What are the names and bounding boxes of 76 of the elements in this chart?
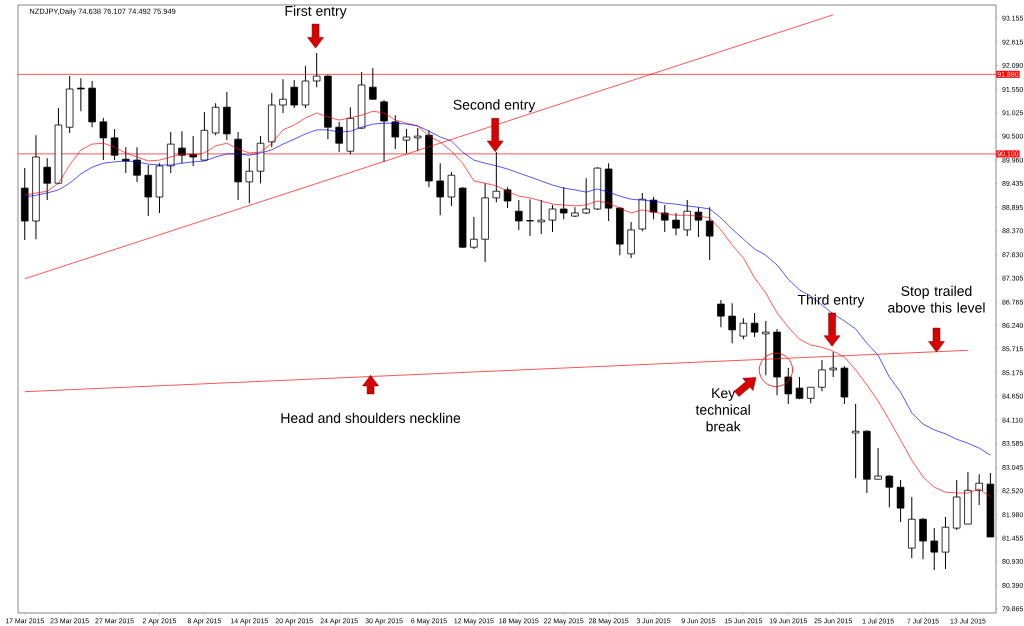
candlestick <box>840 365 849 405</box>
candlestick <box>503 186 512 209</box>
candlestick <box>346 106 355 155</box>
candlestick <box>582 177 590 214</box>
annotation: Second entry <box>453 99 536 113</box>
candlestick <box>492 151 501 203</box>
candlestick <box>20 167 29 241</box>
candlestick <box>818 359 826 392</box>
candlestick <box>335 121 343 153</box>
candlestick <box>885 475 894 508</box>
candlestick <box>851 403 860 479</box>
candlestick <box>829 351 837 378</box>
candlestick <box>627 221 635 259</box>
candlestick <box>65 75 74 134</box>
candlestick <box>234 131 242 201</box>
candlestick <box>548 204 557 233</box>
candlestick <box>593 167 602 210</box>
candlestick <box>537 199 546 235</box>
annotation: Stop trailed above this level <box>888 285 985 313</box>
candlestick <box>357 71 366 129</box>
candlestick <box>604 162 613 222</box>
candlestick <box>312 52 321 88</box>
candlestick <box>279 78 287 114</box>
candlestick <box>874 447 882 480</box>
candlestick <box>77 77 85 112</box>
candlestick <box>413 127 422 152</box>
annotation: Key technical break <box>695 388 750 432</box>
candlestick <box>470 216 478 250</box>
candlestick <box>301 65 310 109</box>
candlestick <box>223 91 231 141</box>
candlestick <box>784 367 793 405</box>
candlestick <box>290 79 298 109</box>
candlestick <box>402 128 411 154</box>
candlestick <box>930 527 939 571</box>
candlestick <box>638 192 647 232</box>
candlestick <box>380 99 388 163</box>
candlestick <box>144 164 153 217</box>
candlestick <box>863 430 871 494</box>
candlestick <box>919 518 927 560</box>
candlestick <box>964 471 972 525</box>
candlestick <box>526 198 534 237</box>
candlestick <box>672 212 680 236</box>
candlestick <box>795 376 804 399</box>
candlestick <box>762 320 770 376</box>
annotation: First entry <box>285 5 347 19</box>
candlestick <box>941 516 950 570</box>
candlestick <box>986 472 995 538</box>
candlestick <box>133 146 141 183</box>
candlestick <box>717 299 725 328</box>
candlestick <box>458 187 467 248</box>
candlestick <box>571 206 579 217</box>
candlestick <box>256 135 265 184</box>
candlestick <box>481 182 489 263</box>
annotation: Third entry <box>797 294 865 308</box>
candlestick <box>739 317 748 340</box>
candlestick <box>425 129 433 188</box>
candlestick <box>728 302 736 344</box>
annotation: Head and shoulders neckline <box>281 412 461 424</box>
candlestick <box>750 312 759 338</box>
candlestick <box>447 171 456 207</box>
candlestick <box>88 80 96 128</box>
candlestick <box>436 162 444 216</box>
candlestick <box>211 102 220 136</box>
candlestick <box>515 199 523 231</box>
candlestick <box>975 473 983 506</box>
candlestick <box>908 496 916 559</box>
candlestick <box>245 157 254 204</box>
candlestick <box>773 328 781 396</box>
candlestick <box>559 186 568 220</box>
candlestick <box>806 386 815 404</box>
candlestick <box>369 67 377 100</box>
candlestick <box>32 134 40 240</box>
candlestick <box>324 75 332 140</box>
candlestick <box>616 207 624 256</box>
candlestick <box>99 117 108 161</box>
candlestick <box>896 479 905 523</box>
